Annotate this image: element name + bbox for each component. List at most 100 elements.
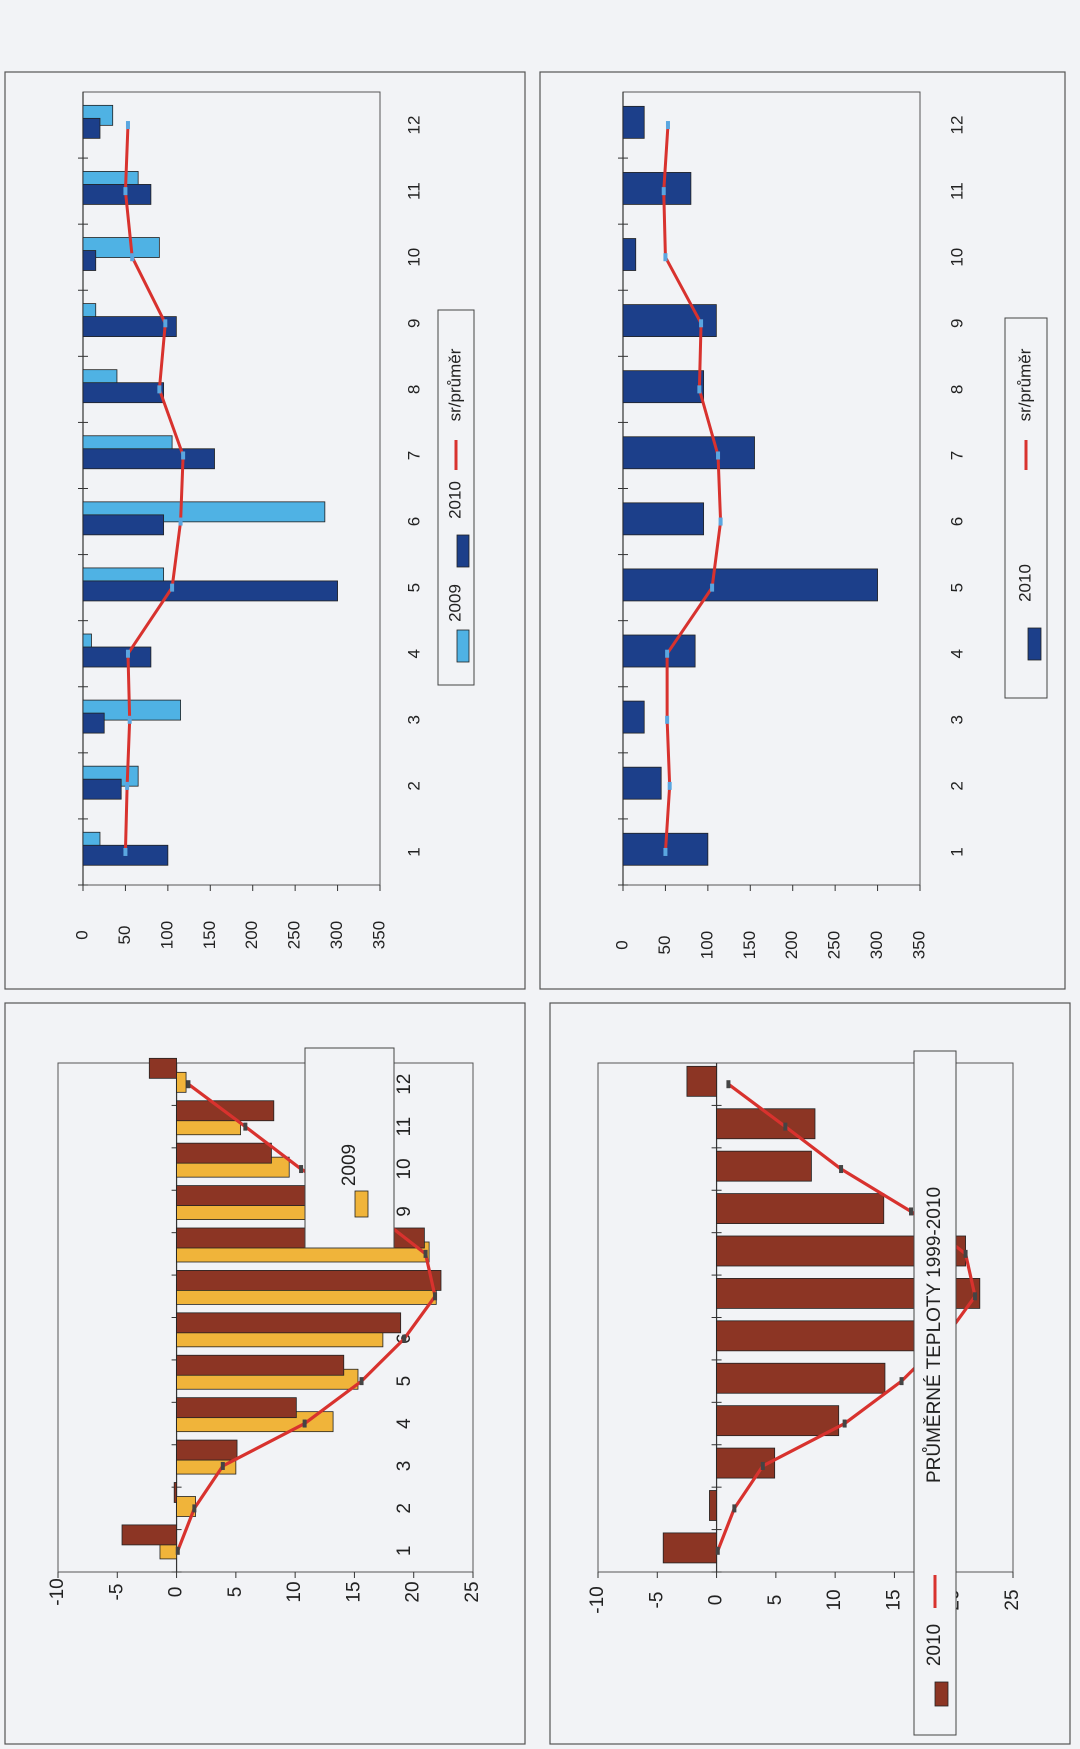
plot-area (57, 1062, 474, 1573)
legend-label-precip-average: sr/průměr (445, 348, 464, 421)
category-label: 6 (404, 517, 423, 526)
bar-2010-10 (82, 250, 97, 271)
legend-swatch-precip-2009 (456, 629, 470, 663)
average-marker (899, 1377, 904, 1386)
category-label: 10 (404, 248, 423, 267)
category-label: 3 (404, 715, 423, 724)
category-label: 4 (404, 649, 423, 658)
bar-2010-7 (82, 448, 215, 470)
category-label: 3 (947, 715, 966, 724)
average-marker (157, 385, 162, 394)
bar-2010-11 (82, 184, 152, 205)
bar-2010-11 (622, 172, 692, 205)
value-tick-label: 100 (697, 931, 716, 959)
category-label: 7 (404, 451, 423, 460)
average-marker (661, 187, 666, 196)
average-marker (710, 583, 715, 592)
plot-area (597, 1062, 1014, 1573)
bar-series1-1 (121, 1524, 177, 1546)
value-tick-label: 5 (765, 1595, 786, 1606)
average-marker (667, 781, 672, 790)
value-tick-label: 250 (825, 931, 844, 959)
legend-swatch-precip-2010b (1027, 627, 1042, 661)
bar-series1-3 (176, 1439, 238, 1461)
frame-temp-2010 (549, 1002, 1071, 1745)
bar-2010-4 (622, 634, 696, 668)
bar-2010-2 (622, 766, 662, 800)
average-marker (726, 1080, 731, 1089)
value-tick-label: 200 (782, 931, 801, 959)
bar-series1-10 (176, 1142, 272, 1164)
average-marker (170, 583, 175, 592)
category-label: 2 (947, 781, 966, 790)
average-marker (663, 253, 668, 262)
average-marker (433, 1292, 438, 1301)
average-line (123, 124, 185, 852)
legend-label-2010: 2010 (924, 1624, 945, 1666)
average-marker (125, 121, 130, 130)
bar-2009-3 (82, 699, 181, 721)
frame-temp-2009 (4, 1002, 526, 1745)
value-tick-label: 0 (166, 1587, 187, 1598)
average-marker (783, 1122, 788, 1131)
category-label: 1 (947, 847, 966, 856)
category-label: 9 (404, 319, 423, 328)
average-marker (175, 1546, 180, 1555)
average-marker (130, 253, 135, 262)
average-marker (302, 1419, 307, 1428)
average-marker (127, 715, 132, 724)
category-label: 12 (404, 116, 423, 135)
value-tick-label: 300 (327, 921, 346, 949)
bar-2010-9 (82, 316, 177, 337)
value-tick-label: 200 (242, 921, 261, 949)
bar-2010-5 (716, 1362, 886, 1394)
bar-2010-10 (622, 238, 637, 271)
category-label: 12 (394, 1074, 415, 1095)
value-tick-label: 350 (369, 921, 388, 949)
bar-2010-10 (716, 1150, 812, 1182)
frame-precip-2010 (539, 71, 1066, 990)
average-marker (839, 1165, 844, 1174)
average-line (662, 124, 723, 853)
average-marker (123, 847, 128, 856)
bar-2009-10 (82, 237, 160, 258)
bar-2010-6 (622, 502, 705, 536)
average-marker (665, 715, 670, 724)
bar-2010-2 (709, 1490, 717, 1521)
average-marker (716, 451, 721, 460)
legend-label-2009: 2009 (339, 1144, 360, 1186)
category-label: 12 (947, 116, 966, 135)
category-label: 4 (394, 1418, 415, 1429)
average-marker (697, 385, 702, 394)
average-marker (423, 1249, 428, 1258)
category-label: 11 (404, 182, 423, 200)
value-tick-label: 350 (909, 931, 928, 959)
value-tick-label: 300 (867, 931, 886, 959)
frame-precip-2009 (4, 71, 526, 990)
value-tick-label: -10 (587, 1586, 608, 1613)
average-line (716, 1082, 977, 1552)
average-marker (909, 1207, 914, 1216)
bar-2010-6 (82, 514, 165, 536)
bar-2010-4 (82, 646, 152, 668)
legend-swatch-2010 (934, 1681, 949, 1707)
category-label: 5 (394, 1376, 415, 1387)
average-marker (220, 1461, 225, 1470)
average-marker (718, 517, 723, 526)
average-marker (963, 1249, 968, 1258)
bar-2010-12 (622, 105, 645, 139)
category-label: 3 (394, 1461, 415, 1472)
bar-series1-2 (173, 1482, 177, 1503)
value-tick-label: 25 (1002, 1589, 1023, 1610)
legend-swatch-precip-2010 (456, 534, 470, 568)
average-marker (186, 1080, 191, 1089)
value-tick-label: 50 (115, 926, 134, 945)
category-label: 5 (947, 583, 966, 592)
value-tick-label: 20 (403, 1581, 424, 1602)
bar-2010-8 (622, 370, 705, 404)
category-label: 11 (947, 182, 966, 200)
bar-2010-3 (82, 712, 105, 734)
value-tick-label: 25 (462, 1581, 483, 1602)
legend-label-average-temp: PRŮMĚRNÉ TEPLOTY 1999-2010 (923, 1187, 945, 1483)
